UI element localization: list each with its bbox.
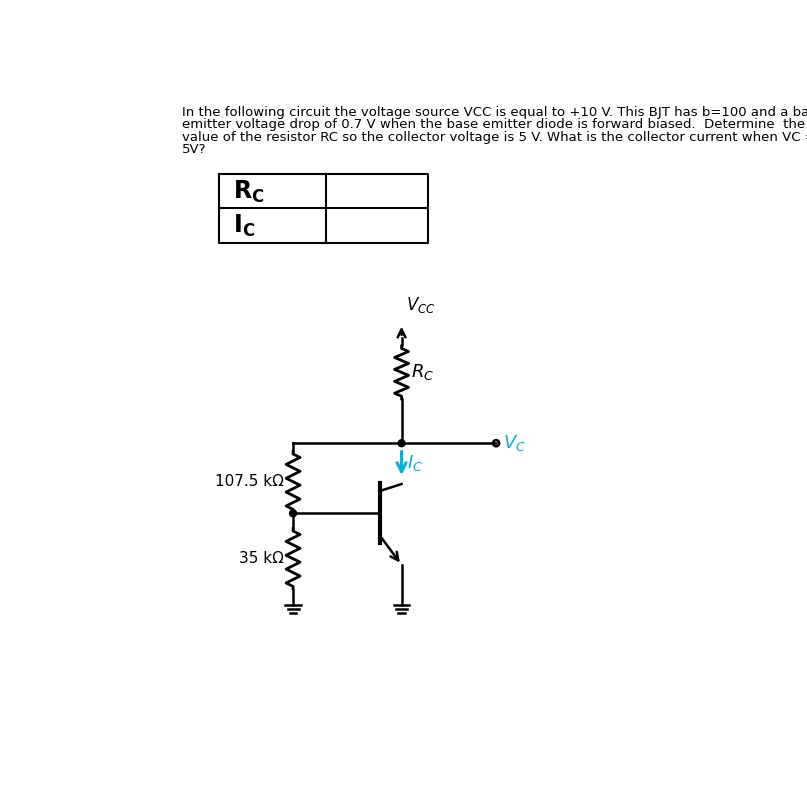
Text: $\mathbf{R_C}$: $\mathbf{R_C}$ [232,178,264,205]
Text: 5V?: 5V? [182,143,207,156]
Text: value of the resistor RC so the collector voltage is 5 V. What is the collector : value of the resistor RC so the collecto… [182,131,807,143]
Text: In the following circuit the voltage source VCC is equal to +10 V. This BJT has : In the following circuit the voltage sou… [182,106,807,119]
Circle shape [290,510,296,517]
Text: 35 kΩ: 35 kΩ [239,551,284,567]
Text: $R_C$: $R_C$ [411,363,434,382]
Circle shape [398,440,405,447]
Text: 107.5 kΩ: 107.5 kΩ [215,474,284,489]
Text: $\boldsymbol{V_C}$: $\boldsymbol{V_C}$ [503,433,526,453]
Text: $\boldsymbol{I_C}$: $\boldsymbol{I_C}$ [407,453,423,473]
Text: $\mathbf{I_C}$: $\mathbf{I_C}$ [232,213,255,239]
Text: emitter voltage drop of 0.7 V when the base emitter diode is forward biased.  De: emitter voltage drop of 0.7 V when the b… [182,118,805,131]
Text: $V_{CC}$: $V_{CC}$ [406,295,436,314]
